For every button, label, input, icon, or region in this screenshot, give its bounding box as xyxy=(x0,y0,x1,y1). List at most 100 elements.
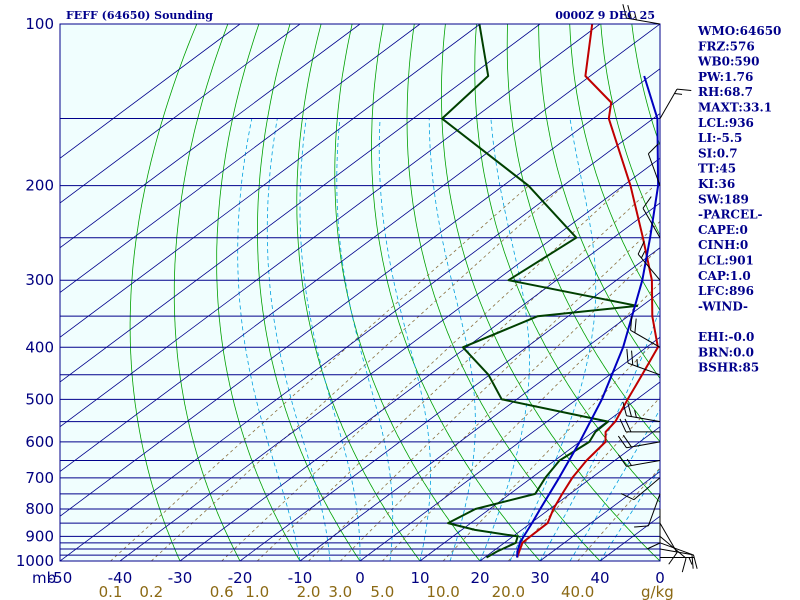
wind-barb xyxy=(622,4,661,25)
temperature-tick-label: 0 xyxy=(655,569,665,587)
isotherm xyxy=(479,426,660,561)
wind-barb xyxy=(622,401,661,423)
index-value: KI:36 xyxy=(698,177,735,191)
isotherm xyxy=(60,24,481,338)
chart-title: FEFF (64650) Sounding xyxy=(66,9,213,22)
wind-barb xyxy=(660,557,694,565)
index-value: PW:1.76 xyxy=(698,70,753,84)
pressure-tick-label: 500 xyxy=(25,390,54,408)
moist-adiabat xyxy=(378,118,431,561)
pressure-tick-label: 1000 xyxy=(16,552,54,570)
pressure-tick-label: 900 xyxy=(25,527,54,545)
plot-frame xyxy=(59,23,661,562)
pressure-tick-label: 100 xyxy=(25,15,54,33)
index-value: WMO:64650 xyxy=(697,24,781,38)
index-value: LFC:896 xyxy=(698,284,754,298)
temperature-tick-label: 30 xyxy=(530,569,549,587)
pressure-tick-label: 400 xyxy=(25,338,54,356)
mixing-ratio-tick-label: 10.0 xyxy=(426,583,459,600)
mixing-ratio-tick-label: 1.0 xyxy=(245,583,269,600)
mixing-ratio-tick-label: 0.2 xyxy=(139,583,163,600)
mixing-ratio-tick-label: 3.0 xyxy=(328,583,352,600)
pressure-tick-label: 200 xyxy=(25,177,54,195)
wind-barb xyxy=(659,542,694,569)
wind-barb xyxy=(626,348,661,376)
wind-barb xyxy=(647,143,661,186)
isotherm xyxy=(60,24,361,249)
mixing-ratio-unit-label: g/kg xyxy=(641,583,674,600)
index-value: TT:45 xyxy=(698,162,736,176)
pressure-unit-label: mb xyxy=(32,569,56,587)
index-value: CINH:0 xyxy=(698,238,748,252)
pressure-tick-label: 600 xyxy=(25,433,54,451)
mixing-ratio-line xyxy=(110,185,529,561)
isotherm xyxy=(359,336,660,561)
dewpoint-line xyxy=(441,24,639,559)
temperature-tick-label: -50 xyxy=(48,569,73,587)
mixing-ratio-tick-label: 2.0 xyxy=(297,583,321,600)
pressure-tick-label: 800 xyxy=(25,500,54,518)
moist-adiabat xyxy=(336,118,394,561)
temperature-tick-label: 10 xyxy=(410,569,429,587)
wind-barb xyxy=(620,477,661,501)
mixing-ratio-line xyxy=(256,185,655,561)
index-value: CAP:1.0 xyxy=(698,269,751,283)
isotherm xyxy=(60,24,601,428)
wind-barb xyxy=(659,522,678,565)
index-value: LI:-5.5 xyxy=(698,131,742,145)
isotherm xyxy=(60,24,241,159)
index-value: BSHR:85 xyxy=(698,361,759,375)
isotherm xyxy=(60,68,660,517)
moist-adiabat xyxy=(299,118,361,561)
temperature-tick-label: 40 xyxy=(590,569,609,587)
index-value: MAXT:33.1 xyxy=(698,101,772,115)
wind-barb xyxy=(617,434,661,449)
wind-barb xyxy=(646,509,661,550)
moist-adiabat xyxy=(266,118,331,561)
mixing-ratio-tick-label: 0.1 xyxy=(99,583,123,600)
mixing-ratio-line xyxy=(382,282,660,561)
temperature-tick-label: 0 xyxy=(355,569,365,587)
index-value: FRZ:576 xyxy=(698,39,755,53)
isotherm xyxy=(239,247,660,561)
mixing-ratio-tick-label: 20.0 xyxy=(492,583,525,600)
mixing-ratio-tick-label: 5.0 xyxy=(370,583,394,600)
moist-adiabat xyxy=(509,118,597,561)
index-value: CAPE:0 xyxy=(698,223,748,237)
wind-barb xyxy=(619,418,660,433)
isotherm xyxy=(179,202,660,561)
moist-adiabat xyxy=(237,118,301,561)
isotherm xyxy=(419,381,660,561)
temperature-tick-label: -10 xyxy=(288,569,313,587)
wind-barb xyxy=(642,196,661,238)
index-value: -PARCEL- xyxy=(698,208,763,222)
index-value: SI:0.7 xyxy=(698,146,738,160)
chart-datetime: 0000Z 9 DEC 25 xyxy=(555,9,655,22)
dry-adiabat xyxy=(787,24,800,561)
isotherm xyxy=(60,24,301,204)
isotherm xyxy=(60,113,660,561)
temperature-tick-label: 20 xyxy=(470,569,489,587)
index-value: WB0:590 xyxy=(697,55,759,69)
wind-barb xyxy=(659,536,687,573)
index-value: LCL:901 xyxy=(698,254,754,268)
isotherm xyxy=(60,24,421,293)
mixing-ratio-line xyxy=(221,185,625,561)
temperature-tick-label: -30 xyxy=(168,569,193,587)
temperature-tick-label: -20 xyxy=(228,569,253,587)
moist-adiabat xyxy=(599,467,660,561)
index-value: RH:68.7 xyxy=(698,85,753,99)
index-value: BRN:0.0 xyxy=(698,345,754,359)
index-value: EHI:-0.0 xyxy=(698,330,754,344)
wind-barb xyxy=(617,454,661,467)
mixing-ratio-tick-label: 0.6 xyxy=(210,583,234,600)
isotherm xyxy=(299,292,660,561)
mixing-ratio-tick-label: 40.0 xyxy=(561,583,594,600)
pressure-tick-label: 700 xyxy=(25,469,54,487)
parcel-line xyxy=(516,75,660,558)
isotherm xyxy=(60,24,660,472)
isotherm xyxy=(60,24,541,383)
wind-barb xyxy=(637,240,661,281)
